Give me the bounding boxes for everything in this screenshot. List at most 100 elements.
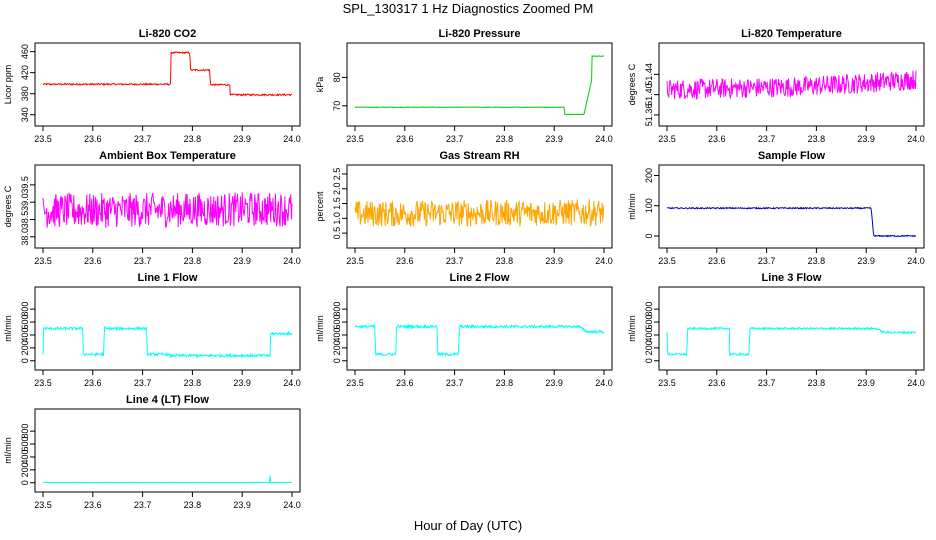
- y-tick-label: 51.40: [644, 83, 654, 106]
- x-tick-label: 23.7: [134, 134, 152, 144]
- chart-panel-4: Ambient Box Temperature 23.5 23.6 23.7 23.8 2…: [3, 150, 301, 266]
- x-tick-label: 23.8: [808, 256, 826, 266]
- y-tick-label: 600: [20, 315, 30, 330]
- y-axis-label: ml/min: [3, 437, 13, 464]
- chart-title: Line 4 (LT) Flow: [126, 394, 209, 406]
- y-tick-label: 380: [20, 86, 30, 101]
- x-tick-label: 23.7: [758, 134, 776, 144]
- x-tick-label: 23.7: [134, 256, 152, 266]
- x-tick-label: 23.7: [758, 256, 776, 266]
- y-tick-label: 39.5: [20, 176, 30, 194]
- y-axis-label: Licor ppm: [3, 65, 13, 105]
- x-tick-label: 24.0: [595, 378, 613, 388]
- data-series-1: [43, 475, 293, 484]
- y-axis-label: degrees C: [627, 63, 637, 105]
- chart-title: Li-820 Pressure: [439, 28, 521, 40]
- x-tick-label: 23.9: [233, 134, 251, 144]
- y-tick-label: 800: [644, 302, 654, 317]
- chart-panel-1: Li-820 CO2 23.5 23.6 23.7 23.8 23.9 24.0 340 380…: [3, 28, 301, 144]
- x-tick-label: 23.6: [84, 134, 102, 144]
- x-tick-label: 23.7: [134, 378, 152, 388]
- plot-frame: [658, 42, 925, 127]
- plot-frame: [658, 286, 925, 371]
- x-tick-label: 23.5: [34, 256, 52, 266]
- plot-frame: [34, 408, 301, 493]
- x-tick-label: 23.9: [545, 134, 563, 144]
- y-tick-label: 100: [644, 198, 654, 213]
- y-tick-label: 400: [332, 327, 342, 342]
- x-tick-label: 23.8: [496, 378, 514, 388]
- y-tick-label: 1.5: [332, 197, 342, 210]
- y-tick-label: 51.44: [644, 63, 654, 86]
- chart-panel-7: Line 1 Flow 23.5 23.6 23.7 23.8 23.9 24.0 0 2004…: [3, 272, 301, 388]
- y-tick-label: 800: [332, 302, 342, 317]
- chart-title: Li-820 CO2: [139, 28, 196, 40]
- page-title: SPL_130317 1 Hz Diagnostics Zoomed PM: [342, 1, 594, 16]
- x-tick-label: 24.0: [283, 378, 301, 388]
- y-tick-label: 340: [20, 107, 30, 122]
- y-tick-label: 0: [644, 233, 654, 238]
- x-tick-label: 23.8: [496, 134, 514, 144]
- x-tick-label: 23.8: [184, 134, 202, 144]
- y-axis-label: ml/min: [3, 315, 13, 342]
- y-axis-label: percent: [315, 191, 325, 222]
- chart-panel-10: Line 4 (LT) Flow 23.5 23.6 23.7 23.8 23.9 24.0…: [3, 394, 301, 510]
- x-tick-label: 23.8: [496, 256, 514, 266]
- x-tick-label: 24.0: [595, 256, 613, 266]
- y-tick-label: 0: [332, 358, 342, 363]
- y-tick-label: 38.5: [20, 211, 30, 229]
- y-axis-label: degrees C: [3, 185, 13, 227]
- plot-frame: [658, 164, 925, 249]
- x-tick-label: 24.0: [283, 134, 301, 144]
- y-tick-label: 0: [20, 480, 30, 485]
- x-tick-label: 24.0: [595, 134, 613, 144]
- data-series-1: [42, 191, 293, 229]
- y-tick-label: 600: [20, 437, 30, 452]
- plot-frame: [34, 164, 301, 249]
- y-tick-label: 400: [644, 327, 654, 342]
- y-tick-label: 800: [20, 424, 30, 439]
- data-series-1: [354, 55, 604, 116]
- y-tick-label: 460: [20, 44, 30, 59]
- y-tick-label: 80: [332, 72, 342, 82]
- x-tick-label: 23.9: [233, 500, 251, 510]
- y-tick-label: 70: [332, 101, 342, 111]
- x-axis-caption: Hour of Day (UTC): [413, 518, 523, 533]
- chart-title: Sample Flow: [758, 150, 826, 162]
- x-tick-label: 24.0: [907, 134, 925, 144]
- x-tick-label: 24.0: [283, 500, 301, 510]
- y-axis-label: kPa: [315, 77, 325, 93]
- y-tick-label: 200: [20, 462, 30, 477]
- x-tick-label: 23.9: [857, 378, 875, 388]
- x-tick-label: 23.9: [233, 378, 251, 388]
- data-series-1: [354, 199, 605, 228]
- y-tick-label: 0.5: [332, 227, 342, 240]
- chart-title: Gas Stream RH: [439, 150, 519, 162]
- y-tick-label: 600: [332, 315, 342, 330]
- x-tick-label: 23.6: [396, 256, 414, 266]
- y-axis-label: ml/min: [627, 193, 637, 220]
- y-tick-label: 600: [644, 315, 654, 330]
- y-axis-label: ml/min: [627, 315, 637, 342]
- x-tick-label: 23.7: [446, 378, 464, 388]
- chart-panel-5: Gas Stream RH 23.5 23.6 23.7 23.8 23.9 24.0 0.5…: [315, 150, 613, 266]
- data-series-1: [42, 51, 293, 97]
- data-series-1: [666, 206, 917, 238]
- x-tick-label: 23.7: [134, 500, 152, 510]
- x-tick-label: 23.5: [658, 256, 676, 266]
- x-tick-label: 23.8: [808, 134, 826, 144]
- plot-frame: [346, 286, 613, 371]
- x-tick-label: 23.9: [857, 256, 875, 266]
- x-tick-label: 23.6: [84, 500, 102, 510]
- x-tick-label: 23.7: [446, 134, 464, 144]
- x-tick-label: 23.6: [396, 134, 414, 144]
- y-tick-label: 200: [644, 340, 654, 355]
- x-tick-label: 23.5: [346, 378, 364, 388]
- x-tick-label: 23.8: [184, 500, 202, 510]
- y-tick-label: 400: [20, 449, 30, 464]
- x-tick-label: 23.6: [708, 256, 726, 266]
- x-tick-label: 23.9: [545, 378, 563, 388]
- y-axis-label: ml/min: [315, 315, 325, 342]
- y-tick-label: 200: [332, 340, 342, 355]
- y-tick-label: 0: [644, 358, 654, 363]
